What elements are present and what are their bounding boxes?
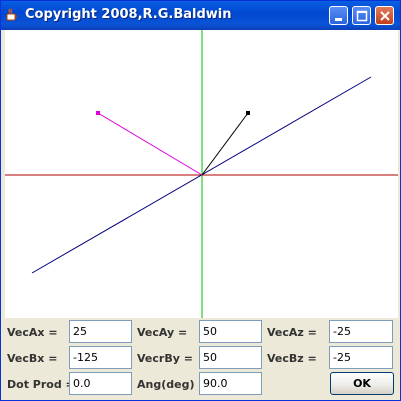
vector-a-endpoint [246, 111, 250, 115]
title-bar[interactable]: Copyright 2008,R.G.Baldwin [1, 1, 400, 30]
java-cup-icon [6, 8, 17, 21]
ok-button[interactable]: OK [330, 372, 394, 395]
angle-deg-output[interactable]: 90.0 [199, 372, 262, 395]
maximize-button[interactable] [352, 6, 371, 25]
minimize-button[interactable] [329, 6, 348, 25]
vector-a-line [201, 112, 249, 176]
vecaz-input[interactable]: -25 [329, 320, 393, 343]
vecay-label: VecAy = [137, 326, 188, 339]
dot-prod-output[interactable]: 0.0 [69, 372, 132, 395]
close-button[interactable] [375, 6, 394, 25]
dot-prod-label: Dot Prod = [7, 378, 75, 391]
vector-canvas [5, 30, 398, 318]
maximize-icon [356, 10, 368, 22]
vecax-input[interactable]: 25 [69, 320, 132, 343]
vecrby-input[interactable]: 50 [199, 346, 262, 369]
vector-b-endpoint [96, 111, 100, 115]
vecbx-label: VecBx = [7, 352, 58, 365]
vecax-label: VecAx = [7, 326, 58, 339]
minimize-icon [335, 18, 342, 21]
vecbz-label: VecBz = [267, 352, 317, 365]
vecbz-input[interactable]: -25 [329, 346, 393, 369]
vecbx-input[interactable]: -125 [69, 346, 132, 369]
vecaz-label: VecAz = [267, 326, 317, 339]
vector-b-line [97, 112, 203, 176]
window-title: Copyright 2008,R.G.Baldwin [25, 7, 232, 22]
angle-deg-label: Ang(deg) [137, 378, 195, 391]
vecrby-label: VecrBy = [137, 352, 193, 365]
vecay-input[interactable]: 50 [199, 320, 262, 343]
close-icon [380, 11, 390, 21]
